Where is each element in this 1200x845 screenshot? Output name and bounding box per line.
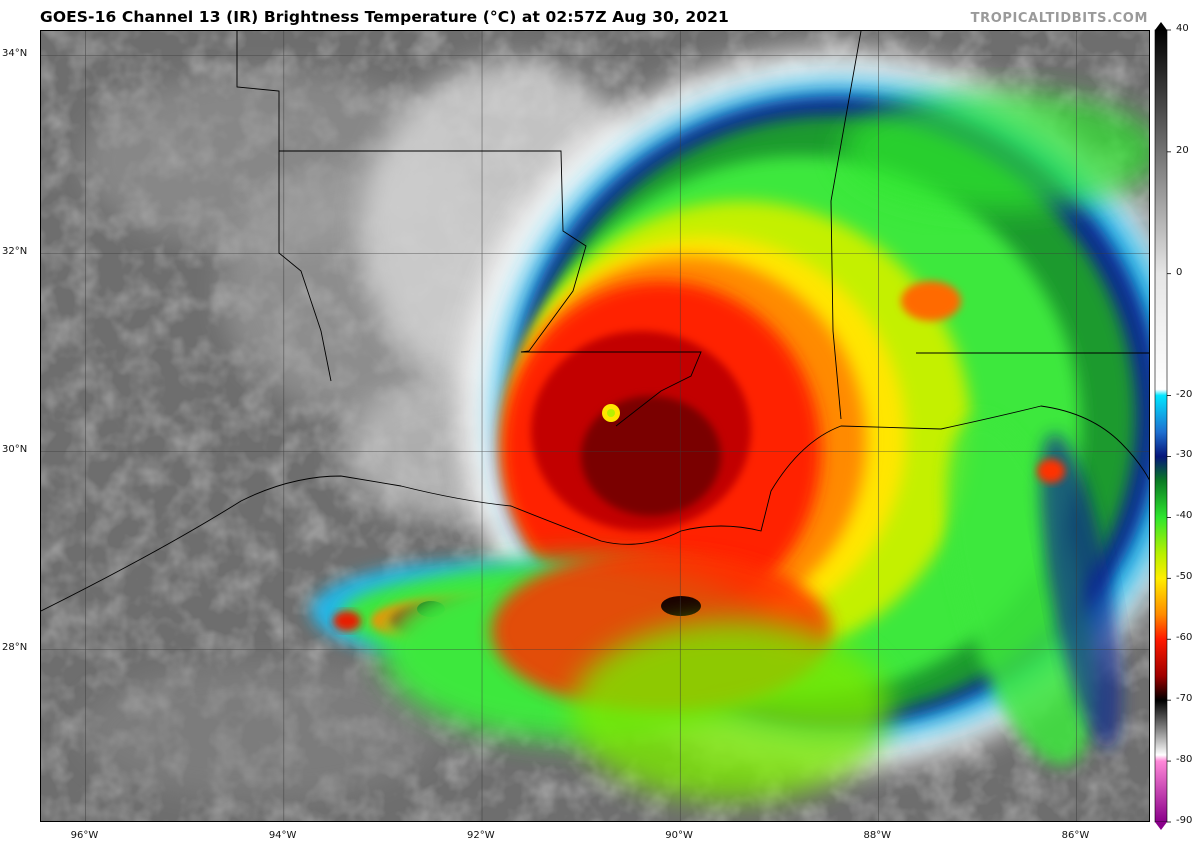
colorbar-tick-label: 20: [1176, 144, 1189, 156]
lat-label: 34°N: [2, 47, 28, 59]
gulf-coastline: [41, 405, 1149, 612]
colorbar-tick-label: -60: [1176, 632, 1193, 644]
colorbar-min-arrow: [1155, 822, 1167, 830]
state-borders: [236, 31, 702, 427]
lat-label: 30°N: [2, 443, 28, 455]
map-title: GOES-16 Channel 13 (IR) Brightness Tempe…: [40, 8, 729, 26]
colorbar-tick-label: -40: [1176, 510, 1193, 522]
site-watermark: TROPICALTIDBITS.COM: [970, 11, 1148, 26]
south-rainband: [311, 551, 891, 801]
colorbar-scale: [1154, 22, 1171, 830]
satellite-map: [40, 30, 1150, 822]
lon-label: 96°W: [70, 830, 99, 841]
lat-label: 32°N: [2, 245, 28, 257]
colorbar-tick-label: -20: [1176, 388, 1193, 400]
colorbar-tick-label: -90: [1176, 815, 1193, 826]
lon-label: 94°W: [268, 830, 297, 841]
political-boundaries: [41, 31, 1149, 612]
colorbar-tick-label: -70: [1176, 693, 1193, 705]
colorbar: [1154, 22, 1171, 830]
colorbar-tick-label: 0: [1176, 266, 1183, 278]
ir-imagery: [41, 31, 1149, 821]
colorbar-gradient: [1154, 29, 1168, 823]
lon-label: 92°W: [467, 830, 495, 841]
lon-label: 86°W: [1061, 830, 1090, 841]
lon-label: 90°W: [665, 830, 693, 841]
colorbar-tick-label: -50: [1176, 571, 1193, 583]
colorbar-tick-label: -80: [1176, 754, 1193, 766]
lon-label: 88°W: [863, 830, 892, 841]
colorbar-max-arrow: [1155, 22, 1167, 30]
lat-label: 28°N: [2, 641, 28, 653]
colorbar-tick-label: 40: [1176, 23, 1189, 34]
east-rainbands: [841, 91, 1149, 766]
colorbar-tick-label: -30: [1176, 449, 1193, 461]
